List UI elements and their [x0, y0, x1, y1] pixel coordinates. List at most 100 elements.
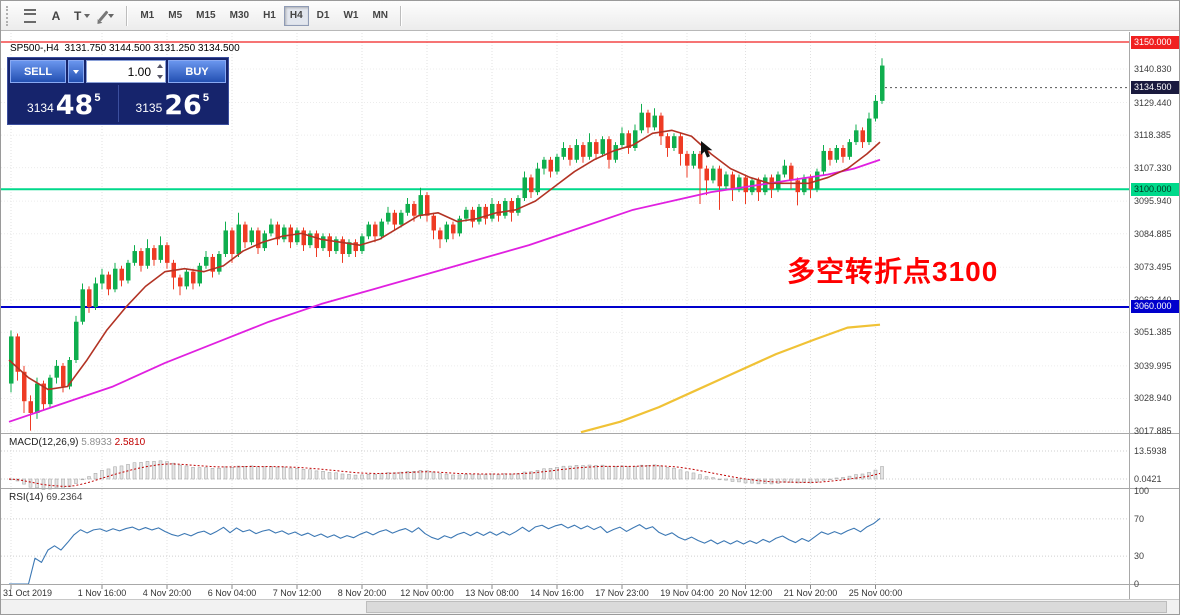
candle-body	[828, 150, 833, 160]
ma-long-line	[580, 323, 881, 434]
macd-histogram-bar	[594, 465, 598, 480]
spin-down-icon[interactable]	[157, 75, 163, 79]
candle-body	[178, 277, 183, 287]
macd-histogram-bar	[256, 466, 260, 480]
date-label: 8 Nov 20:00	[337, 588, 387, 598]
macd-histogram-bar	[230, 467, 234, 480]
candle-body	[9, 336, 14, 384]
candle-body	[750, 180, 755, 193]
timeframe-m1[interactable]: M1	[134, 6, 160, 26]
candle-body	[841, 147, 846, 157]
spin-up-icon[interactable]	[157, 64, 163, 68]
date-label: 6 Nov 04:00	[207, 588, 257, 598]
macd-histogram-bar	[665, 467, 670, 480]
candle-body	[860, 130, 865, 143]
macd-axis-label: 0.0421	[1134, 474, 1162, 484]
tool-charts-grid[interactable]	[18, 5, 42, 27]
macd-histogram-bar	[308, 469, 312, 480]
toolbar-grip[interactable]	[6, 5, 12, 26]
candle-body	[815, 171, 820, 190]
timeframe-d1[interactable]: D1	[311, 6, 336, 26]
candle-body	[639, 112, 644, 131]
macd-histogram-bar	[28, 478, 33, 488]
candle-body	[139, 251, 144, 266]
candle-body	[548, 159, 553, 172]
macd-histogram-bar	[581, 465, 585, 480]
date-label: 17 Nov 23:00	[595, 588, 649, 598]
price-badge: 3150.000	[1131, 35, 1179, 49]
candle-body	[535, 168, 540, 193]
scrollbar-thumb[interactable]	[366, 601, 1168, 613]
macd-histogram-bar	[782, 478, 787, 483]
bid-big-figure: 3134	[27, 101, 54, 115]
macd-histogram-bar	[626, 466, 631, 480]
candle-body	[451, 224, 456, 234]
price-axis-label: 3028.940	[1134, 393, 1172, 404]
volume-input[interactable]	[87, 63, 165, 80]
caret-down-icon	[84, 13, 91, 18]
candle-body	[275, 224, 280, 240]
macd-histogram-bar	[587, 464, 592, 480]
candle-body	[711, 168, 716, 181]
timeframe-mn[interactable]: MN	[366, 6, 394, 26]
timeframe-h4[interactable]: H4	[283, 5, 309, 26]
bid-price-button[interactable]: 3134 48 5	[10, 85, 118, 122]
price-axis-label: 3051.385	[1134, 327, 1172, 338]
date-label: 14 Nov 16:00	[530, 588, 584, 598]
macd-histogram-bar	[769, 478, 774, 485]
macd-histogram-bar	[691, 472, 696, 480]
trade-dropdown-button[interactable]	[68, 60, 84, 83]
macd-histogram-bar	[236, 465, 241, 480]
macd-histogram-bar	[275, 466, 280, 480]
macd-histogram-bar	[704, 476, 709, 480]
tool-text-t[interactable]: T	[70, 5, 94, 27]
macd-signal-line	[8, 463, 881, 487]
price-axis-label: 3039.995	[1134, 360, 1172, 371]
candle-body	[782, 165, 787, 175]
candle-body	[789, 165, 794, 181]
tool-draw-pencil[interactable]	[96, 5, 120, 27]
macd-histogram-bar	[405, 471, 410, 480]
macd-axis-label: 13.5938	[1134, 446, 1167, 456]
timeframe-h1[interactable]: H1	[257, 6, 282, 26]
macd-histogram-bar	[327, 472, 332, 480]
macd-histogram-bar	[509, 473, 514, 480]
tool-cursor-a[interactable]: A	[44, 5, 68, 27]
macd-histogram-bar	[119, 465, 124, 480]
macd-signal-value: 2.5810	[114, 437, 146, 448]
candle-body	[665, 136, 670, 148]
buy-button[interactable]: BUY	[168, 60, 226, 83]
date-label: 7 Nov 12:00	[272, 588, 322, 598]
macd-histogram-bar	[847, 475, 852, 480]
timeframe-w1[interactable]: W1	[337, 6, 364, 26]
macd-histogram-bar	[301, 469, 306, 480]
candle-body	[743, 177, 748, 193]
timeframe-m5[interactable]: M5	[162, 6, 188, 26]
macd-histogram-bar	[366, 473, 371, 480]
toolbar-separator	[400, 5, 403, 26]
sell-button[interactable]: SELL	[10, 60, 66, 83]
chart-annotation-text[interactable]: 多空转折点3100	[787, 256, 999, 287]
candle-body	[594, 142, 599, 154]
candle-body	[737, 177, 742, 190]
candle-body	[184, 271, 189, 287]
volume-field	[86, 60, 166, 83]
timeframes-group: M1 M5 M15 M30 H1 H4 D1 W1 MN	[133, 5, 395, 26]
candle-body	[249, 230, 254, 243]
candle-body	[126, 262, 131, 281]
macd-histogram-bar	[243, 466, 247, 480]
candle-body	[197, 265, 202, 284]
cursor-a-glyph: A	[51, 8, 61, 23]
macd-histogram-bar	[789, 478, 793, 483]
candle-body	[873, 100, 878, 119]
timeframe-m15[interactable]: M15	[190, 6, 221, 26]
candle-body	[340, 239, 345, 254]
horizontal-scrollbar[interactable]	[1, 599, 1179, 614]
candle-body	[386, 212, 391, 222]
date-label: 1 Nov 16:00	[77, 588, 127, 598]
timeframe-m30[interactable]: M30	[224, 6, 255, 26]
macd-params: MACD(12,26,9)	[9, 437, 79, 448]
macd-histogram-bar	[67, 478, 72, 488]
ask-price-button[interactable]: 3135 26 5	[117, 85, 227, 122]
candle-body	[516, 198, 521, 213]
